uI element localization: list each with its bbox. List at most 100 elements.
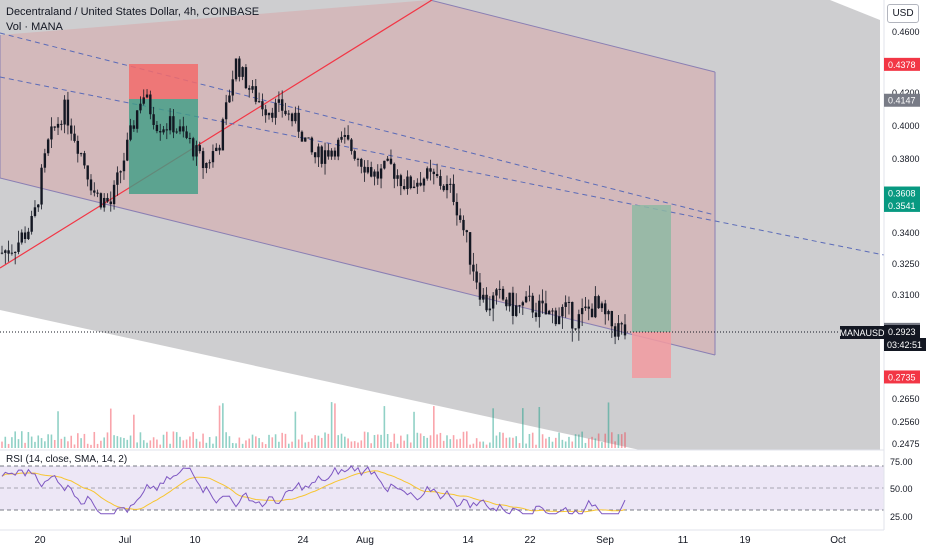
volume-bar <box>274 434 277 448</box>
volume-bar <box>40 438 43 448</box>
channel-lower-line <box>0 177 716 356</box>
volume-bar <box>386 433 389 448</box>
candle <box>53 126 56 131</box>
candle <box>422 177 426 192</box>
price-tag: 0.3541 <box>888 201 916 211</box>
candle <box>205 162 208 174</box>
volume-bar <box>614 441 616 448</box>
candle <box>182 116 185 138</box>
candle <box>343 127 347 144</box>
candle <box>60 120 63 131</box>
volume-bar <box>70 435 73 448</box>
volume-bar <box>449 439 452 448</box>
volume-bar <box>508 437 511 448</box>
candle <box>389 149 393 165</box>
volume-bar <box>83 433 86 448</box>
candle <box>452 174 455 206</box>
candle <box>119 170 122 184</box>
volume-bar <box>162 434 165 448</box>
candle <box>165 123 169 140</box>
candle <box>317 143 320 167</box>
volume-bar <box>597 433 600 448</box>
volume-bar <box>462 431 465 448</box>
volume-bar <box>574 434 577 448</box>
short-target-zone[interactable] <box>632 205 671 332</box>
volume-bar <box>363 431 366 448</box>
candle <box>551 308 554 324</box>
candle <box>554 307 557 327</box>
candle <box>122 152 126 180</box>
candle <box>363 160 366 182</box>
candle <box>238 56 241 82</box>
candle <box>508 292 511 312</box>
volume-bar <box>383 406 386 448</box>
candle <box>139 96 142 114</box>
rsi-tick-label: 25.00 <box>890 512 913 522</box>
candle <box>369 161 373 178</box>
volume-bar <box>287 443 290 448</box>
volume-bar <box>607 402 610 448</box>
candle <box>376 164 379 185</box>
time-tick-label: 20 <box>34 535 46 546</box>
volume-bar <box>340 433 343 448</box>
volume-bar <box>30 436 33 448</box>
volume-bar <box>578 434 580 448</box>
time-axis[interactable]: 20 Jul 10 24 Aug 14 22 Sep 11 19 Oct <box>34 535 846 546</box>
volume-bar <box>314 435 316 448</box>
volume-bar <box>373 435 376 448</box>
candle <box>482 288 485 303</box>
volume-bar <box>545 438 547 448</box>
long-stop-zone[interactable] <box>129 64 198 99</box>
rsi-tick-label: 75.00 <box>890 457 913 467</box>
volume-bar <box>198 441 201 448</box>
price-tick-label: 0.2475 <box>892 439 920 449</box>
candle <box>472 252 475 281</box>
candle <box>600 301 604 312</box>
volume-bar <box>109 408 112 448</box>
time-tick-label: 24 <box>297 535 309 546</box>
candle <box>244 64 248 90</box>
candle <box>13 251 17 265</box>
candle <box>307 137 310 139</box>
price-tag: 0.2923 <box>888 327 916 337</box>
volume-bar <box>142 440 145 448</box>
volume-bar <box>584 442 587 448</box>
volume-bar <box>255 436 257 448</box>
volume-bar <box>327 433 330 448</box>
volume-bar <box>159 444 162 448</box>
volume-bar <box>301 434 303 448</box>
volume-bar <box>96 443 99 448</box>
currency-button[interactable]: USD <box>887 4 919 23</box>
candle <box>383 160 386 170</box>
candle <box>73 125 76 143</box>
volume-bar <box>581 431 583 448</box>
candle <box>547 309 551 315</box>
price-tag: 0.4378 <box>888 60 916 70</box>
volume-bar <box>14 431 16 448</box>
volume-bar <box>258 438 260 448</box>
candle <box>409 175 412 190</box>
long-target-zone[interactable] <box>129 99 198 194</box>
volume-bar <box>264 444 267 448</box>
candle <box>221 117 225 151</box>
price-tick-label: 0.3250 <box>892 259 920 269</box>
volume-bar <box>403 440 405 448</box>
price-tag-bg <box>884 198 920 212</box>
candle <box>531 292 534 318</box>
volume-bar <box>123 437 125 448</box>
candle <box>386 156 389 162</box>
candle <box>129 118 132 142</box>
red-trend-line <box>0 0 433 269</box>
candle <box>109 191 112 212</box>
price-axis[interactable]: 0.4600 0.4200 0.4000 0.3800 0.3400 0.3250 0.31… <box>892 27 920 449</box>
price-axis-bg[interactable] <box>884 0 932 550</box>
candle <box>617 315 620 341</box>
volume-bar <box>587 438 590 448</box>
candle <box>320 145 323 168</box>
volume-bar <box>522 408 524 448</box>
candle <box>515 293 518 318</box>
candle <box>96 189 99 198</box>
short-stop-zone[interactable] <box>632 332 671 378</box>
